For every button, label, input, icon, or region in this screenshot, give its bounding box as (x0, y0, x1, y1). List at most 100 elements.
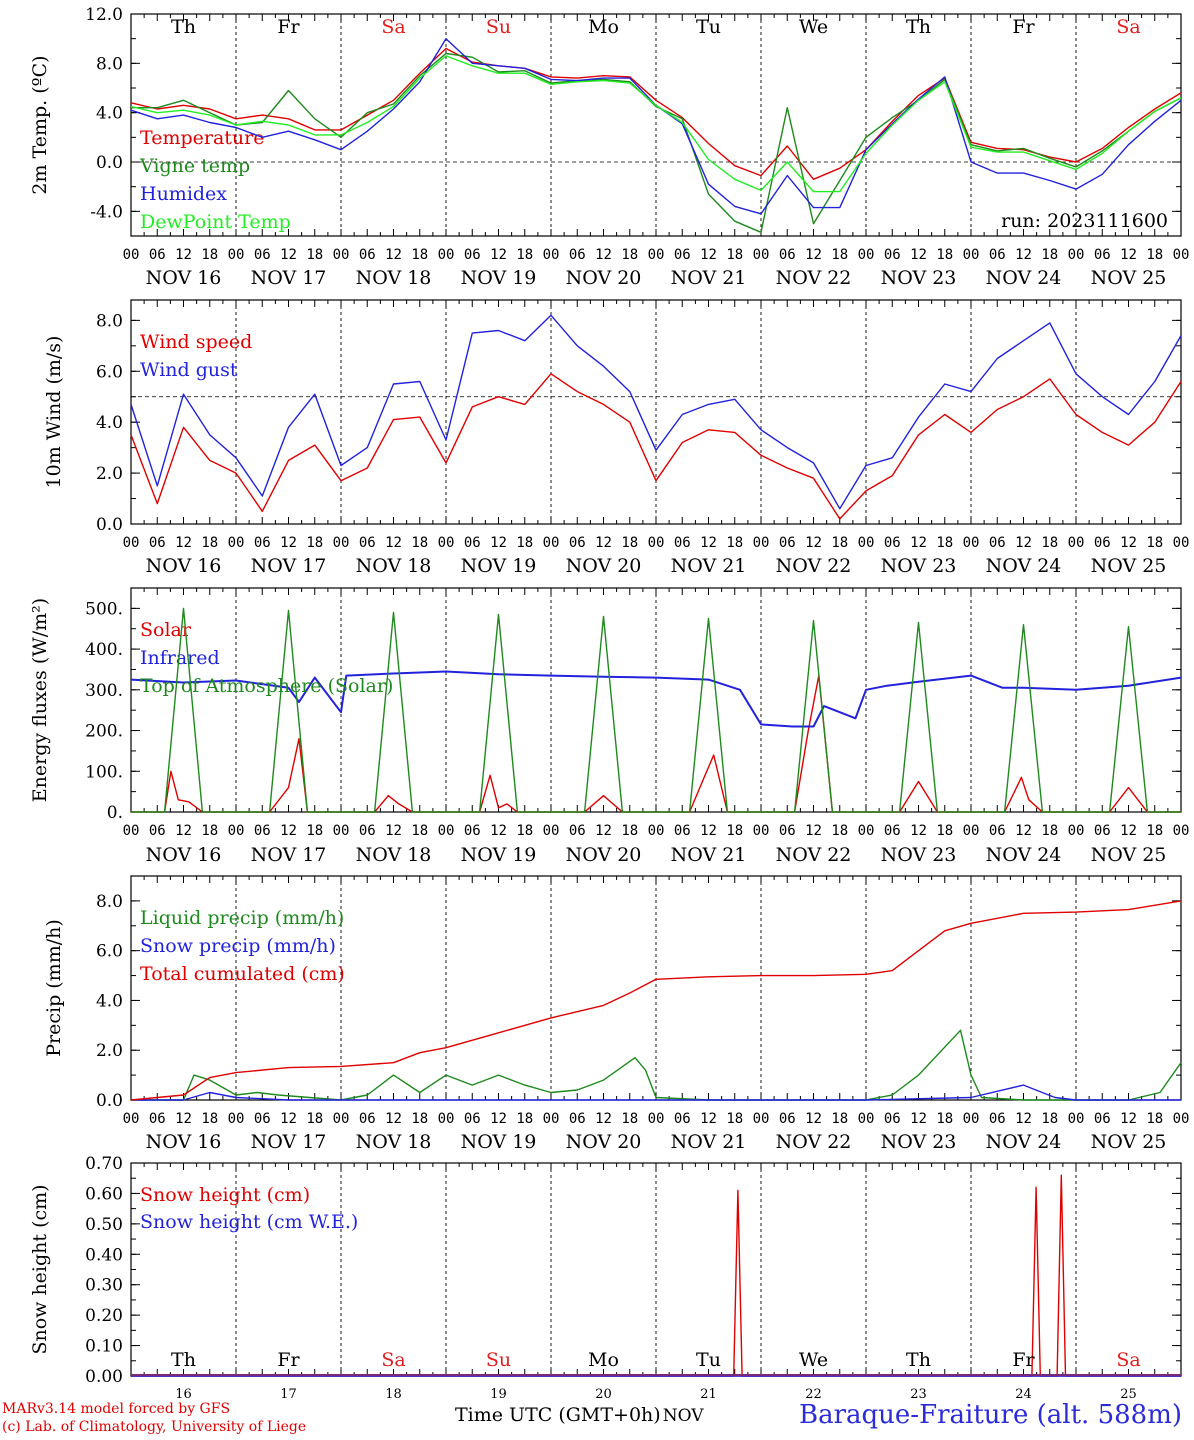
x-hour-label: 00 (858, 1111, 875, 1127)
legend-label: Top of Atmosphere (Solar) (140, 675, 393, 697)
x-hour-label: 00 (543, 535, 560, 551)
x-hour-label: 12 (175, 1111, 192, 1127)
x-date-label: NOV 22 (776, 267, 852, 289)
x-hour-label: 06 (569, 535, 586, 551)
y-axis-label: 10m Wind (m/s) (43, 336, 65, 489)
x-hour-label: 12 (490, 1111, 507, 1127)
day-number-label: 17 (280, 1387, 297, 1402)
x-date-label: NOV 23 (881, 267, 957, 289)
x-hour-label: 06 (254, 823, 271, 839)
x-hour-label: 12 (805, 823, 822, 839)
x-hour-label: 06 (674, 535, 691, 551)
x-hour-label: 12 (595, 1111, 612, 1127)
x-hour-label: 00 (123, 1111, 140, 1127)
x-hour-label: 06 (359, 823, 376, 839)
series-line-flux-1 (130, 670, 1182, 728)
x-date-label: NOV 20 (566, 1131, 642, 1153)
x-hour-label: 12 (280, 823, 297, 839)
run-label: run: 2023111600 (1001, 210, 1168, 232)
day-number-label: 25 (1120, 1387, 1137, 1402)
day-name-label: Su (486, 1349, 511, 1371)
x-hour-label: 00 (333, 823, 350, 839)
y-axis-label: Precip (mm/h) (43, 919, 65, 1057)
x-hour-label: 06 (674, 823, 691, 839)
y-tick-label: 6.0 (96, 942, 123, 962)
legend-label: Infrared (140, 647, 220, 669)
x-date-label: NOV 25 (1091, 1131, 1167, 1153)
x-hour-label: 12 (490, 247, 507, 263)
x-hour-label: 12 (910, 823, 927, 839)
x-hour-label: 06 (359, 535, 376, 551)
day-name-label: Mo (588, 16, 619, 38)
x-hour-label: 12 (385, 823, 402, 839)
x-hour-label: 00 (228, 247, 245, 263)
x-date-label: NOV 24 (986, 555, 1062, 577)
y-tick-label: 0.10 (85, 1337, 123, 1357)
x-hour-label: 00 (123, 823, 140, 839)
series-line-temp-1 (131, 52, 1182, 234)
x-date-label: NOV 17 (251, 555, 327, 577)
x-hour-label: 12 (490, 823, 507, 839)
x-hour-label: 12 (1120, 535, 1137, 551)
x-hour-label: 00 (123, 247, 140, 263)
x-hour-label: 12 (910, 247, 927, 263)
x-date-label: NOV 24 (986, 1131, 1062, 1153)
x-hour-label: 00 (753, 1111, 770, 1127)
x-hour-label: 00 (438, 247, 455, 263)
x-hour-label: 18 (306, 823, 323, 839)
y-tick-label: 0.0 (96, 515, 123, 535)
x-hour-label: 12 (280, 535, 297, 551)
y-tick-label: 0.60 (85, 1184, 123, 1204)
x-hour-label: 18 (621, 247, 638, 263)
day-name-label: Mo (588, 1349, 619, 1371)
x-hour-label: 00 (648, 1111, 665, 1127)
x-date-label: NOV 22 (776, 1131, 852, 1153)
x-hour-label: 06 (254, 1111, 271, 1127)
y-tick-label: 6.0 (96, 362, 123, 382)
day-name-label: Th (906, 16, 931, 38)
chart-panel-temp: 12.0 8.0 4.0 0.0 -4.0 2m Temp. (ºC) 00 06 12 18 NO… (29, 5, 1189, 289)
y-tick-label: 200. (85, 722, 123, 742)
x-date-label: NOV 24 (986, 267, 1062, 289)
x-hour-label: 00 (543, 1111, 560, 1127)
x-hour-label: 06 (569, 1111, 586, 1127)
day-name-label: Fr (277, 1349, 300, 1371)
x-hour-label: 06 (674, 247, 691, 263)
credit-line-1: MARv3.14 model forced by GFS (2, 1401, 231, 1417)
x-hour-label: 12 (910, 535, 927, 551)
x-hour-label: 06 (884, 535, 901, 551)
day-number-label: 24 (1015, 1387, 1032, 1402)
x-hour-label: 12 (805, 247, 822, 263)
x-hour-label: 18 (411, 535, 428, 551)
x-hour-label: 00 (228, 1111, 245, 1127)
y-tick-label: 0.30 (85, 1276, 123, 1296)
x-hour-label: 06 (989, 247, 1006, 263)
x-hour-label: 18 (201, 247, 218, 263)
x-hour-label: 06 (989, 823, 1006, 839)
x-date-label: NOV 16 (146, 1131, 222, 1153)
x-date-label: NOV 20 (566, 555, 642, 577)
day-number-label: 19 (490, 1387, 507, 1402)
day-number-label: 16 (175, 1387, 192, 1402)
x-axis-month: NOV (662, 1406, 704, 1426)
x-hour-label: 06 (884, 823, 901, 839)
x-hour-label: 18 (1041, 1111, 1058, 1127)
legend-label: Snow height (cm) (140, 1184, 310, 1206)
x-hour-label: 18 (306, 535, 323, 551)
x-date-label: NOV 18 (356, 555, 432, 577)
x-date-label: NOV 17 (251, 267, 327, 289)
x-hour-label: 12 (385, 1111, 402, 1127)
x-hour-label: 06 (359, 247, 376, 263)
x-hour-label: 12 (700, 247, 717, 263)
x-hour-label: 06 (149, 247, 166, 263)
day-name-label: Fr (277, 16, 300, 38)
x-hour-label: 18 (1146, 535, 1163, 551)
x-date-label: NOV 23 (881, 844, 957, 866)
x-hour-label: 12 (1015, 1111, 1032, 1127)
x-hour-label: 00 (1173, 823, 1190, 839)
series-line-precip-0 (131, 1029, 1182, 1101)
x-hour-label: 18 (936, 1111, 953, 1127)
x-hour-label: 00 (438, 535, 455, 551)
x-hour-label: 18 (306, 1111, 323, 1127)
x-hour-label: 06 (1094, 535, 1111, 551)
